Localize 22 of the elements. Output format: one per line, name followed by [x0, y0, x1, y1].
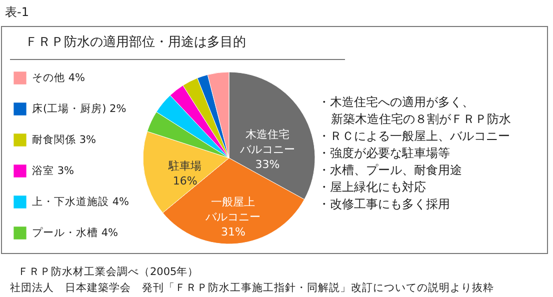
- slice-label: 木造住宅バルコニー: [238, 128, 295, 156]
- legend-label: 耐食関係 3%: [32, 134, 96, 146]
- text: ・木造住宅への適用が多く、新築木造住宅の８割がＦＲＰ防水: [318, 94, 511, 128]
- text: 社団法人 日本建築学会 発刊「ＦＲＰ防水工事施工指針・同解説」改訂についての説明より抜粋: [10, 281, 494, 296]
- chart-title: ＦＲＰ防水の適用部位・用途は多目的: [10, 33, 345, 60]
- text: 表-1: [5, 4, 29, 21]
- legend-label: 浴室 3%: [32, 164, 74, 177]
- data-label: 33%: [255, 158, 280, 172]
- text: ・強度が必要な駐車場等: [318, 145, 451, 162]
- legend-label: 上・下水道施設 4%: [32, 195, 130, 208]
- text: ＦＲＰ防水材工業会調べ（2005年）: [17, 265, 200, 280]
- text: ・屋上緑化にも対応: [318, 179, 427, 196]
- legend-label: プール・水槽 4%: [32, 226, 118, 239]
- legend-label: 床(工場・厨房) 2%: [32, 102, 126, 115]
- slice-label: 駐車場: [168, 159, 202, 172]
- text: ・水槽、プール、耐食用途: [318, 162, 463, 179]
- text: ・ＲＣによる一般屋上、バルコニー: [318, 128, 511, 145]
- data-label: 31%: [220, 226, 246, 239]
- data-label: 16%: [172, 174, 198, 188]
- legend-label: その他 4%: [32, 72, 86, 84]
- slice-label: 一般屋上バルコニー: [204, 196, 261, 224]
- text: ・改修工事にも多く採用: [318, 196, 451, 213]
